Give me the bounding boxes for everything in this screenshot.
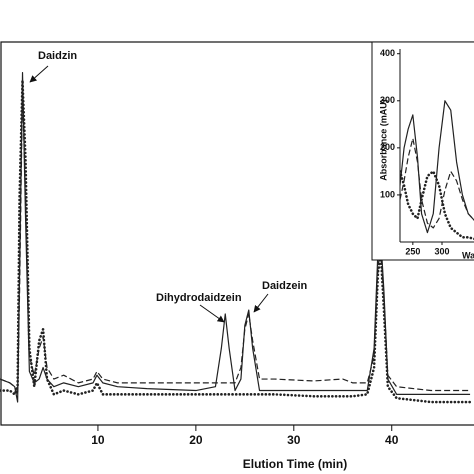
series-group [400, 100, 474, 241]
x-tick-label: 10 [91, 433, 105, 447]
series-line [400, 170, 474, 241]
annotation: Daidzin [38, 50, 77, 62]
x-tick-label: 30 [287, 433, 301, 447]
series-line [0, 72, 471, 403]
annotation: Daidzein [262, 280, 308, 292]
x-tick-label: 250 [405, 247, 420, 257]
y-tick-label: 200 [380, 142, 395, 152]
x-tick-label: 300 [434, 247, 449, 257]
plot-frame [0, 41, 474, 426]
y-tick-label: 400 [380, 48, 395, 58]
y-tick-label: 300 [380, 95, 395, 105]
series-line [0, 87, 471, 395]
inset-plot: 250 300 100 200 300 400 [380, 48, 474, 257]
main-plot: 10 20 30 40 [0, 72, 472, 447]
inset-y-label: Absorbance (mAU) [378, 99, 388, 181]
arrow [29, 65, 49, 83]
series-line [400, 100, 474, 234]
series-line [0, 79, 472, 404]
x-tick-label: 40 [385, 433, 399, 447]
arrow [253, 293, 269, 313]
inset-x-label: Wavelength (nm) [462, 250, 474, 260]
annotation: Dihydrodaidzein [156, 292, 242, 304]
x-tick-label: 20 [189, 433, 203, 447]
y-tick-label: 100 [380, 189, 395, 199]
series-line [400, 137, 474, 229]
arrow [199, 304, 225, 323]
inset-frame [371, 41, 474, 261]
x-axis-label: Elution Time (min) [243, 457, 347, 471]
